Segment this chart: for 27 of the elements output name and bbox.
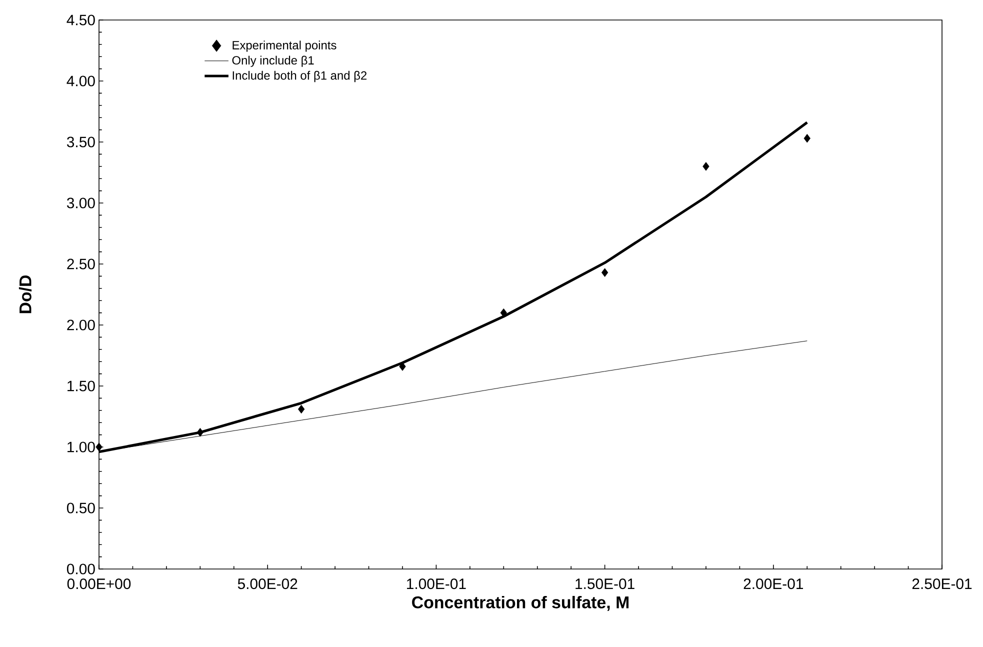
legend-label: Include both of β1 and β2 bbox=[232, 70, 367, 82]
legend-label: Experimental points bbox=[232, 40, 336, 52]
y-tick-label: 3.50 bbox=[66, 136, 95, 148]
x-tick-label: 5.00E-02 bbox=[238, 578, 298, 590]
point bbox=[601, 268, 608, 277]
y-tick-label: 0.50 bbox=[66, 502, 95, 514]
x-tick-label: 1.00E-01 bbox=[407, 578, 466, 590]
x-tick-label: 2.50E-01 bbox=[912, 578, 972, 590]
x-tick-label: 1.50E-01 bbox=[576, 578, 634, 590]
y-tick-label: 1.00 bbox=[68, 442, 95, 452]
point bbox=[702, 162, 710, 171]
y-tick-label: 4.50 bbox=[66, 14, 95, 26]
legend-label: Only include β1 bbox=[232, 56, 314, 67]
point bbox=[298, 404, 305, 414]
y-axis-title: Do/D bbox=[18, 275, 32, 314]
x-axis-title: Concentration of sulfate, M bbox=[412, 596, 629, 611]
x-tick-label: 2.00E-01 bbox=[744, 578, 803, 590]
y-tick-label: 3.00 bbox=[66, 198, 95, 208]
y-tick-label: 2.50 bbox=[67, 258, 95, 270]
point bbox=[96, 442, 102, 452]
y-tick-label: 1.50 bbox=[68, 380, 95, 392]
y-tick-label: 4.00 bbox=[66, 76, 95, 86]
x-tick-label: 0.00E+00 bbox=[67, 578, 131, 590]
point bbox=[804, 134, 810, 143]
y-tick-label: 2.00 bbox=[67, 320, 95, 330]
point bbox=[196, 428, 204, 437]
y-tick-label: 0.00 bbox=[66, 564, 95, 574]
